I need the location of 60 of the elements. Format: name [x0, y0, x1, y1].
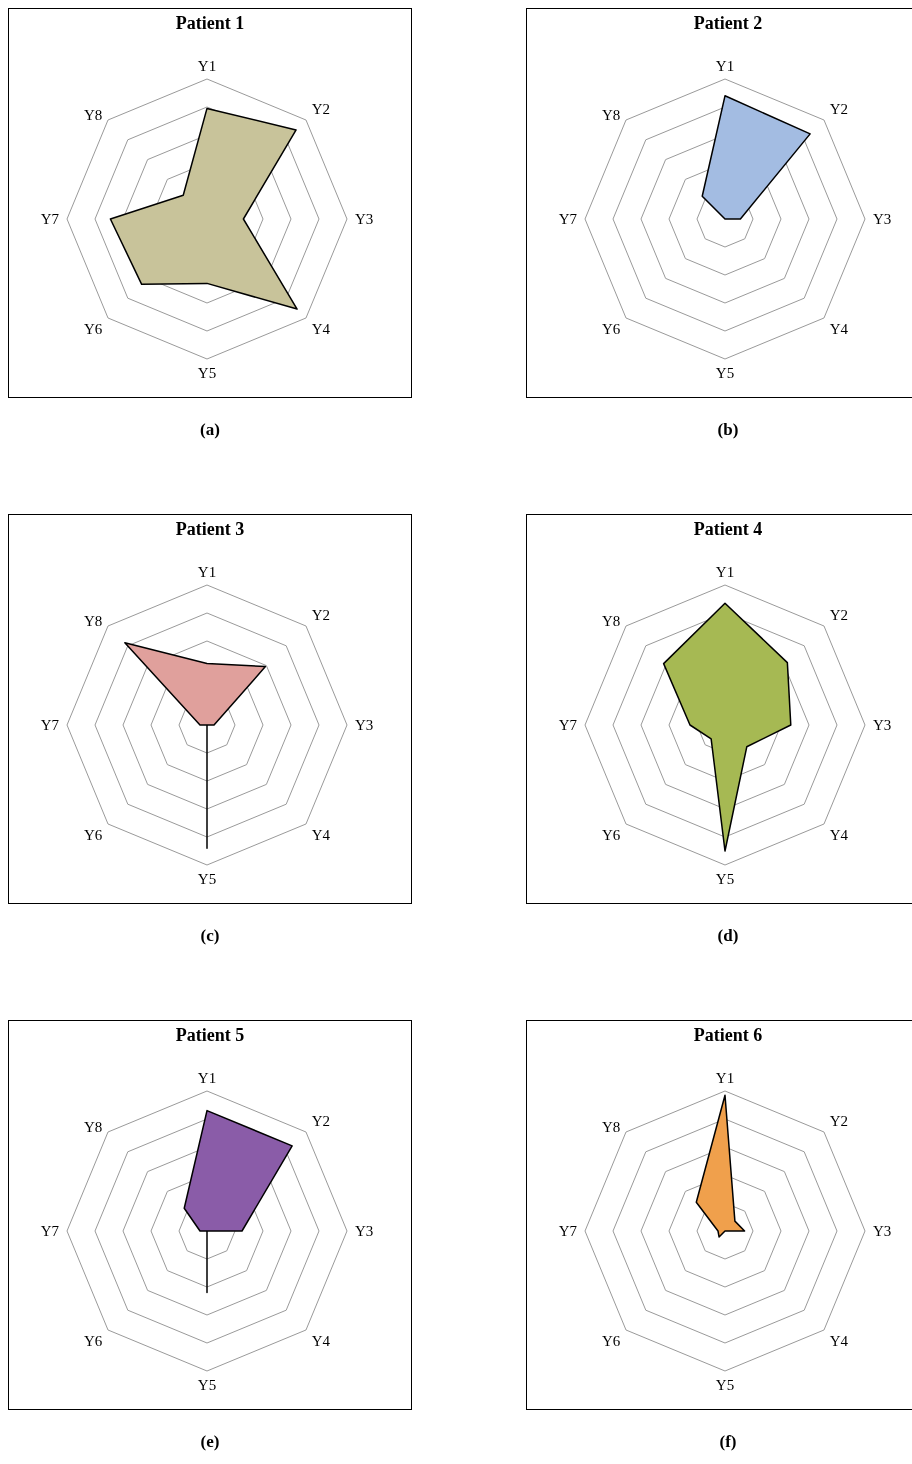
spoke-label: Y5	[197, 364, 217, 381]
spoke-label: Y6	[84, 321, 103, 338]
chart-title: Patient 4	[692, 519, 764, 540]
spoke-label: Y5	[197, 1376, 217, 1393]
spoke-label: Y7	[40, 1223, 60, 1240]
chart-title: Patient 6	[692, 1025, 764, 1046]
text: (b)	[716, 420, 740, 440]
spoke-label: Y2	[311, 607, 330, 624]
spoke-label: Y4	[829, 827, 849, 844]
spoke-label: Y3	[873, 717, 892, 734]
spoke-label: Y8	[602, 612, 621, 629]
spoke-label: Y4	[311, 321, 331, 338]
spoke-label: Y5	[715, 364, 735, 381]
spoke-label: Y5	[715, 870, 735, 887]
chart-title: Patient 1	[174, 13, 246, 34]
spoke-label: Y3	[873, 1223, 892, 1240]
spoke-label: Y8	[84, 1118, 103, 1135]
spoke-label: Y2	[829, 607, 848, 624]
spoke-label: Y2	[829, 101, 848, 118]
spoke-label: Y1	[197, 58, 217, 74]
spoke-label: Y1	[197, 1070, 217, 1086]
spoke-label: Y7	[558, 211, 578, 228]
spoke-label: Y3	[355, 211, 374, 228]
spoke-label: Y8	[602, 1118, 621, 1135]
spoke-label: Y6	[602, 321, 621, 338]
text: (f)	[718, 1432, 738, 1452]
spoke-label: Y3	[355, 1223, 374, 1240]
chart-title: Patient 5	[174, 1025, 246, 1046]
spoke-label: Y8	[84, 106, 103, 123]
spoke-label: Y4	[311, 1333, 331, 1350]
spoke-label: Y2	[829, 1113, 848, 1130]
spoke-label: Y7	[558, 717, 578, 734]
spoke-label: Y1	[715, 1070, 735, 1086]
spoke-label: Y3	[355, 717, 374, 734]
spoke-label: Y6	[84, 1333, 103, 1350]
spoke-label: Y6	[84, 827, 103, 844]
spoke-label: Y6	[602, 1333, 621, 1350]
spoke-label: Y8	[602, 106, 621, 123]
text: (c)	[199, 926, 221, 946]
spoke-label: Y7	[40, 717, 60, 734]
spoke-label: Y3	[873, 211, 892, 228]
chart-title: Patient 2	[692, 13, 764, 34]
spoke-label: Y7	[558, 1223, 578, 1240]
spoke-label: Y2	[311, 1113, 330, 1130]
spoke-label: Y7	[40, 211, 60, 228]
spoke-label: Y4	[829, 321, 849, 338]
spoke-label: Y5	[197, 870, 217, 887]
text: (d)	[716, 926, 740, 946]
spoke-label: Y2	[311, 101, 330, 118]
spoke-label: Y6	[602, 827, 621, 844]
spoke-label: Y1	[197, 564, 217, 580]
spoke-label: Y1	[715, 564, 735, 580]
spoke-label: Y1	[715, 58, 735, 74]
spoke-label: Y4	[829, 1333, 849, 1350]
spoke-label: Y4	[311, 827, 331, 844]
text: (e)	[199, 1432, 221, 1452]
spoke-label: Y5	[715, 1376, 735, 1393]
spoke-label: Y8	[84, 612, 103, 629]
text: (a)	[199, 420, 221, 440]
chart-title: Patient 3	[174, 519, 246, 540]
